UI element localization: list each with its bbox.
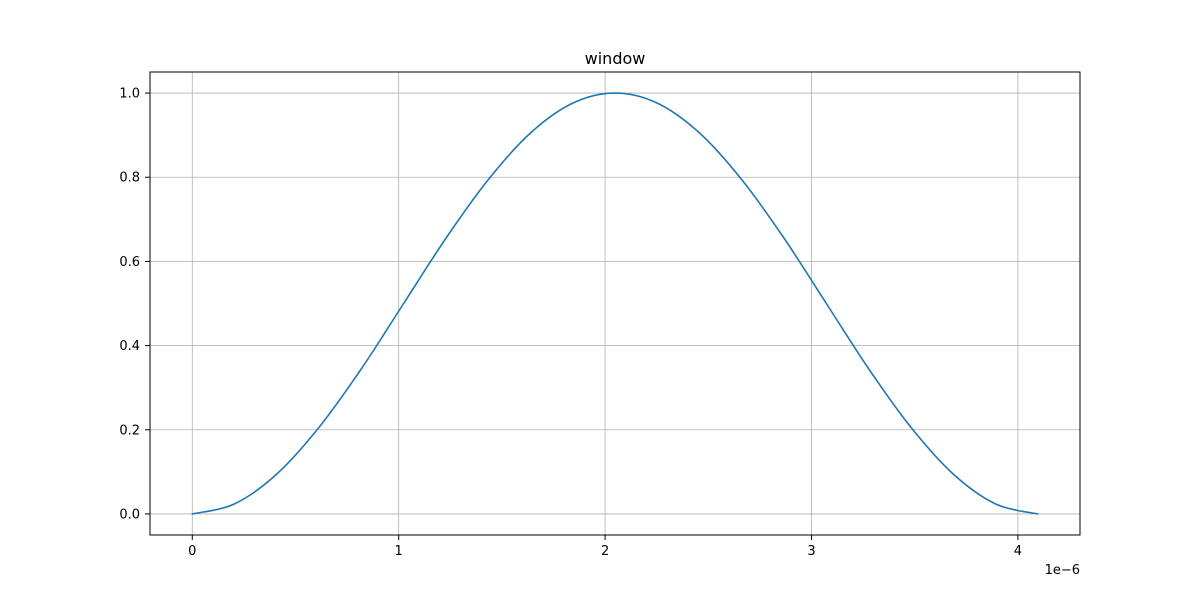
x-tick-label: 2: [601, 544, 609, 559]
plot-frame: [149, 71, 1081, 536]
y-tick-label: 0.8: [119, 171, 140, 186]
x-tick-label: 0: [188, 544, 196, 559]
y-tick-label: 0.2: [119, 423, 140, 438]
x-axis-offset-text: 1e−6: [1045, 563, 1080, 578]
series-layer: [191, 92, 1039, 515]
chart-title: window: [585, 49, 646, 68]
y-tick-label: 1.0: [119, 87, 140, 102]
x-tick-label: 3: [807, 544, 815, 559]
y-tick-label: 0.4: [119, 339, 140, 354]
grid-layer: [150, 72, 1080, 535]
tick-layer: 0 1 2 3 4 0.0 0.2 0.4 0.6 0.8 1.0: [119, 87, 1022, 559]
x-tick-label: 4: [1014, 544, 1022, 559]
series-line: [191, 92, 1039, 515]
y-tick-label: 0.6: [119, 255, 140, 270]
x-tick-label: 1: [395, 544, 403, 559]
y-tick-label: 0.0: [119, 507, 140, 522]
